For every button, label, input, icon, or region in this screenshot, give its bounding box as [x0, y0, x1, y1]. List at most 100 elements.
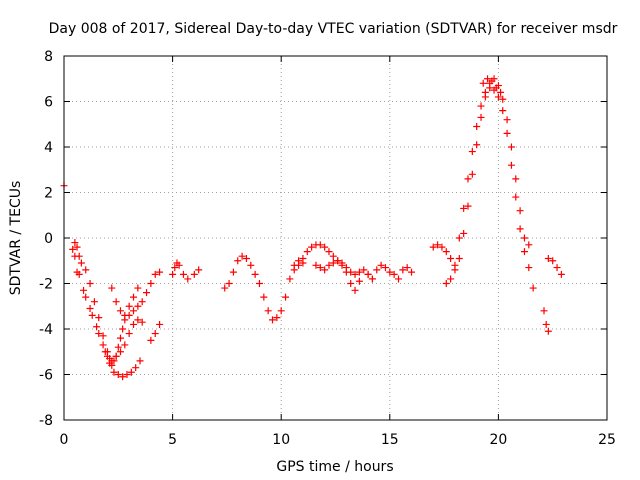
data-point: [481, 88, 489, 96]
data-point: [93, 323, 101, 331]
x-tick-label: 20: [489, 432, 507, 448]
data-point: [429, 243, 437, 251]
data-point: [125, 330, 133, 338]
data-point: [360, 266, 368, 274]
y-tick-label: 2: [44, 186, 53, 202]
data-point: [175, 261, 183, 269]
data-point: [121, 311, 129, 319]
data-point: [238, 252, 246, 260]
data-point: [151, 330, 159, 338]
data-point: [451, 261, 459, 269]
data-point: [82, 266, 90, 274]
data-point: [316, 264, 324, 272]
y-tick-label: -2: [39, 277, 53, 293]
data-point: [351, 286, 359, 294]
data-point: [544, 327, 552, 335]
data-point: [447, 275, 455, 283]
x-axis-label: GPS time / hours: [276, 459, 393, 475]
data-point: [121, 341, 129, 349]
data-point: [516, 207, 524, 215]
data-point: [108, 357, 116, 365]
y-tick-label: -6: [39, 368, 53, 384]
data-point: [492, 84, 500, 92]
data-point: [114, 343, 122, 351]
data-point: [355, 268, 363, 276]
data-point: [147, 336, 155, 344]
data-point: [438, 243, 446, 251]
data-point: [553, 264, 561, 272]
data-point: [225, 280, 233, 287]
grid-lines: [64, 56, 607, 420]
data-point: [88, 311, 96, 319]
data-point: [134, 284, 142, 292]
data-point: [147, 280, 155, 287]
data-point: [403, 264, 411, 272]
y-tick-label: 4: [44, 140, 53, 156]
data-point: [488, 77, 496, 85]
data-point: [368, 275, 376, 283]
data-point: [303, 248, 311, 256]
data-point: [364, 270, 372, 278]
data-point: [123, 371, 131, 378]
data-point: [119, 325, 127, 333]
data-point: [130, 307, 138, 315]
data-point: [110, 368, 118, 376]
data-point: [86, 305, 94, 313]
data-point: [540, 307, 548, 315]
data-point: [269, 316, 277, 324]
data-point: [251, 270, 259, 278]
data-point: [516, 225, 524, 233]
data-point: [447, 254, 455, 262]
data-point: [338, 259, 346, 267]
data-point: [247, 261, 255, 269]
data-point: [156, 268, 164, 276]
data-point: [195, 266, 203, 274]
data-point: [138, 298, 146, 306]
data-point: [95, 330, 103, 338]
data-point: [143, 289, 151, 297]
data-point: [434, 241, 442, 249]
data-point: [151, 270, 159, 278]
data-point: [99, 332, 107, 340]
data-point: [295, 261, 303, 269]
data-point: [112, 352, 120, 360]
data-point: [544, 254, 552, 262]
data-point: [373, 266, 381, 274]
y-tick-label: -8: [39, 413, 53, 429]
data-point: [234, 257, 242, 265]
data-point: [179, 270, 187, 278]
data-point: [116, 348, 124, 356]
data-point: [290, 266, 298, 274]
data-point: [394, 275, 402, 283]
data-point: [116, 307, 124, 315]
data-point: [132, 364, 140, 372]
data-point: [479, 79, 487, 87]
y-axis-label: SDTVAR / TECUs: [8, 181, 24, 296]
data-point: [116, 334, 124, 342]
data-point: [308, 243, 316, 251]
data-point: [473, 141, 481, 149]
data-point: [455, 254, 463, 262]
data-point: [260, 293, 268, 301]
data-point: [71, 239, 79, 247]
axis-ticks: -8 -6 -4 -2 0 2 4 6 8 0 5 10 15 20 25: [39, 49, 616, 448]
data-point: [82, 293, 90, 301]
plot-frame: [63, 55, 608, 421]
data-point: [312, 261, 320, 269]
data-point: [95, 314, 103, 322]
y-tick-label: -4: [39, 322, 53, 338]
data-point: [512, 193, 520, 201]
data-point: [499, 107, 507, 115]
data-point: [80, 286, 88, 294]
data-point: [242, 254, 250, 262]
data-point: [347, 280, 355, 287]
data-point: [325, 261, 333, 269]
data-point: [503, 129, 511, 137]
data-point: [549, 257, 557, 265]
data-point: [286, 275, 294, 283]
data-point: [325, 248, 333, 256]
data-point: [119, 373, 127, 381]
data-point: [69, 245, 77, 253]
data-point: [468, 170, 476, 178]
